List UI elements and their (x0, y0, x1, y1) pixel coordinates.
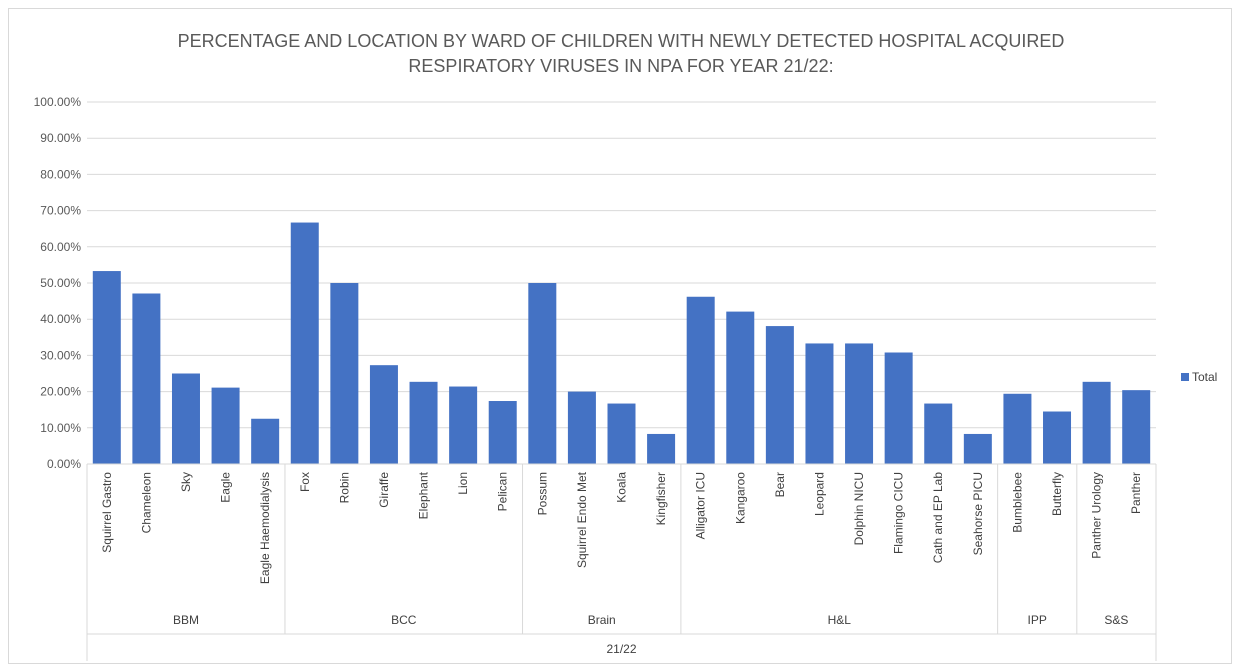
x-category-label: Leopard (812, 472, 826, 516)
x-category-label: Bear (773, 472, 787, 497)
bar-sky (171, 373, 200, 464)
x-category-label: Panther (1129, 472, 1143, 514)
y-tick-label: 20.00% (40, 385, 81, 399)
bar-panther (1122, 390, 1151, 464)
x-category-label: Possum (535, 472, 549, 515)
x-category-label: Squirrel Gastro (100, 472, 114, 553)
x-category-label: Bumblebee (1010, 472, 1024, 533)
bar-robin (330, 283, 359, 464)
bar-squirrel-endo-met (567, 391, 596, 464)
group-label: H&L (828, 613, 852, 627)
bar-koala (607, 403, 636, 464)
bar-bumblebee (1003, 393, 1032, 464)
chart-title: PERCENTAGE AND LOCATION BY WARD OF CHILD… (178, 31, 1065, 51)
y-tick-label: 100.00% (34, 95, 82, 109)
group-label: S&S (1104, 613, 1128, 627)
x-category-label: Cath and EP Lab (931, 472, 945, 564)
y-tick-label: 80.00% (40, 167, 81, 181)
bar-lion (449, 386, 478, 464)
x-category-label: Fox (298, 472, 312, 492)
bar-squirrel-gastro (92, 271, 121, 464)
bar-panther-urology (1082, 381, 1111, 464)
x-category-label: Chameleon (139, 472, 153, 533)
x-category-label: Giraffe (377, 472, 391, 508)
y-tick-label: 0.00% (47, 457, 81, 471)
bar-chameleon (132, 293, 161, 464)
chart-frame: PERCENTAGE AND LOCATION BY WARD OF CHILD… (8, 8, 1232, 664)
y-tick-label: 30.00% (40, 348, 81, 362)
x-category-label: Panther Urology (1090, 472, 1104, 559)
x-category-label: Robin (337, 472, 351, 503)
bar-fox (290, 222, 319, 464)
bar-eagle-haemodialysis (251, 418, 280, 464)
bar-butterfly (1043, 411, 1072, 464)
y-tick-label: 40.00% (40, 312, 81, 326)
x-category-label: Sky (179, 472, 193, 492)
outer-group-label: 21/22 (606, 642, 636, 656)
bar-seahorse-picu (963, 433, 992, 464)
bar-giraffe (369, 365, 398, 464)
bar-kangaroo (726, 311, 755, 464)
bar-leopard (805, 343, 834, 464)
x-category-label: Kangaroo (733, 472, 747, 524)
x-category-label: Squirrel Endo Met (575, 471, 589, 568)
x-category-label: Kingfisher (654, 472, 668, 525)
y-tick-label: 50.00% (40, 276, 81, 290)
bar-possum (528, 283, 557, 464)
group-label: BCC (391, 613, 417, 627)
legend-label: Total (1192, 370, 1217, 384)
x-category-label: Koala (615, 472, 629, 503)
bar-chart: PERCENTAGE AND LOCATION BY WARD OF CHILD… (34, 31, 1217, 661)
bar-flamingo-cicu (884, 352, 913, 464)
bar-eagle (211, 387, 240, 464)
x-category-label: Alligator ICU (694, 472, 708, 539)
bar-dolphin-nicu (845, 343, 874, 464)
legend-swatch (1181, 373, 1189, 381)
x-category-label: Flamingo CICU (892, 472, 906, 554)
x-category-label: Seahorse PICU (971, 472, 985, 555)
x-category-label: Dolphin NICU (852, 472, 866, 545)
x-category-label: Elephant (417, 471, 431, 519)
y-tick-label: 90.00% (40, 131, 81, 145)
bar-cath-and-ep-lab (924, 403, 953, 464)
group-label: BBM (173, 613, 199, 627)
y-tick-label: 60.00% (40, 240, 81, 254)
group-label: Brain (588, 613, 616, 627)
bar-elephant (409, 381, 438, 464)
chart-subtitle: RESPIRATORY VIRUSES IN NPA FOR YEAR 21/2… (408, 56, 833, 76)
bar-alligator-icu (686, 296, 715, 464)
y-tick-label: 70.00% (40, 204, 81, 218)
x-category-label: Lion (456, 472, 470, 495)
bar-kingfisher (647, 433, 676, 464)
x-category-label: Eagle Haemodialysis (258, 472, 272, 584)
x-category-label: Butterfly (1050, 472, 1064, 516)
bar-pelican (488, 401, 517, 464)
y-tick-label: 10.00% (40, 421, 81, 435)
x-category-label: Pelican (496, 472, 510, 511)
x-category-label: Eagle (219, 472, 233, 503)
bar-bear (765, 326, 794, 464)
group-label: IPP (1028, 613, 1047, 627)
